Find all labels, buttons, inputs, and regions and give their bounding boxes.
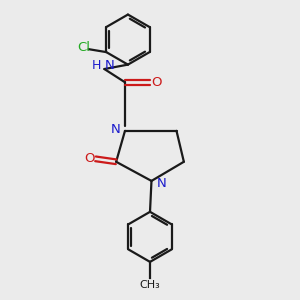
Text: Cl: Cl: [77, 41, 90, 54]
Text: N: N: [105, 59, 115, 72]
Text: CH₃: CH₃: [140, 280, 160, 290]
Text: N: N: [157, 177, 167, 190]
Text: O: O: [151, 76, 162, 89]
Text: N: N: [111, 123, 120, 136]
Text: H: H: [92, 59, 101, 72]
Text: O: O: [84, 152, 94, 165]
